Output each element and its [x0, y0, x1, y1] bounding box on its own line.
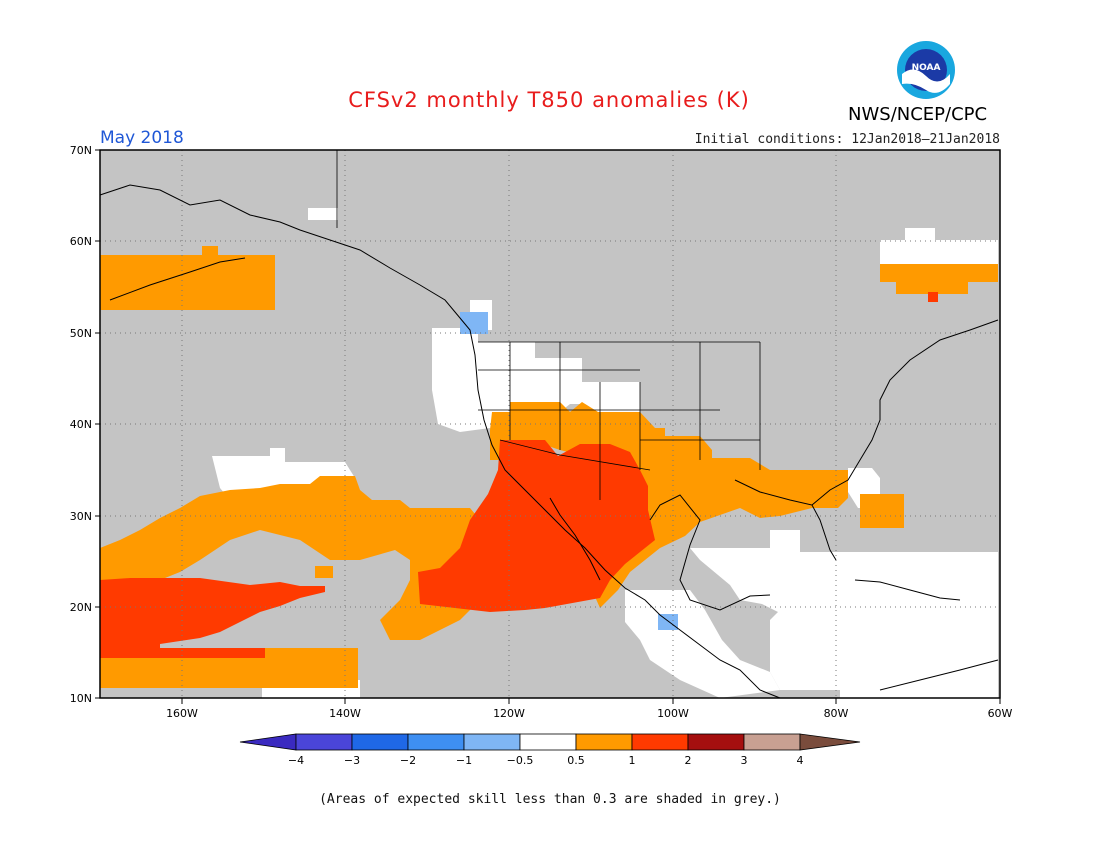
colorbar-swatch [631, 733, 689, 751]
lat-label: 40N [70, 418, 92, 431]
colorbar-swatch [743, 733, 801, 751]
colorbar-swatch [575, 733, 633, 751]
lon-label: 160W [166, 707, 198, 720]
lon-label: 140W [329, 707, 361, 720]
colorbar-label: −4 [288, 754, 304, 767]
lat-label: 50N [70, 327, 92, 340]
colorbar-swatch [519, 733, 577, 751]
axis-ticks [95, 149, 1001, 704]
noaa-logo-icon: NOAA [897, 41, 955, 99]
lat-label: 70N [70, 144, 92, 157]
colorbar-label: −3 [344, 754, 360, 767]
colorbar-label: −0.5 [507, 754, 534, 767]
colorbar-label: −2 [400, 754, 416, 767]
colorbar-label: 1 [629, 754, 636, 767]
initial-conditions: Initial conditions: 12Jan2018–21Jan2018 [694, 132, 1000, 147]
colorbar-label: −1 [456, 754, 472, 767]
lon-label: 100W [657, 707, 689, 720]
colorbar: −4 −3 −2 −1 −0.5 0.5 1 2 3 4 [239, 733, 861, 767]
forecast-month: May 2018 [100, 128, 184, 148]
lat-label: 10N [70, 692, 92, 705]
lat-label: 60N [70, 235, 92, 248]
lon-label: 80W [824, 707, 849, 720]
colorbar-swatch [295, 733, 353, 751]
colorbar-label: 4 [797, 754, 804, 767]
colorbar-swatch [687, 733, 745, 751]
colorbar-swatch [407, 733, 465, 751]
lat-label: 20N [70, 601, 92, 614]
colorbar-label: 0.5 [567, 754, 585, 767]
lat-label: 30N [70, 510, 92, 523]
map-gridlines [100, 150, 1000, 698]
colorbar-swatch [463, 733, 521, 751]
lon-label: 60W [988, 707, 1013, 720]
colorbar-label: 2 [685, 754, 692, 767]
lon-label: 120W [493, 707, 525, 720]
political-borders [336, 150, 761, 500]
map-title: CFSv2 monthly T850 anomalies (K) [348, 88, 750, 112]
logo-text: NOAA [912, 63, 941, 73]
colorbar-arrow-left [239, 733, 297, 751]
colorbar-label: 3 [741, 754, 748, 767]
agency-label: NWS/NCEP/CPC [848, 104, 988, 125]
skill-footnote: (Areas of expected skill less than 0.3 a… [319, 792, 781, 807]
colorbar-swatch [351, 733, 409, 751]
colorbar-arrow-right [799, 733, 861, 751]
strong-warm-anomaly-regions [100, 292, 938, 658]
coastlines [99, 184, 999, 699]
warm-anomaly-regions [100, 246, 998, 688]
